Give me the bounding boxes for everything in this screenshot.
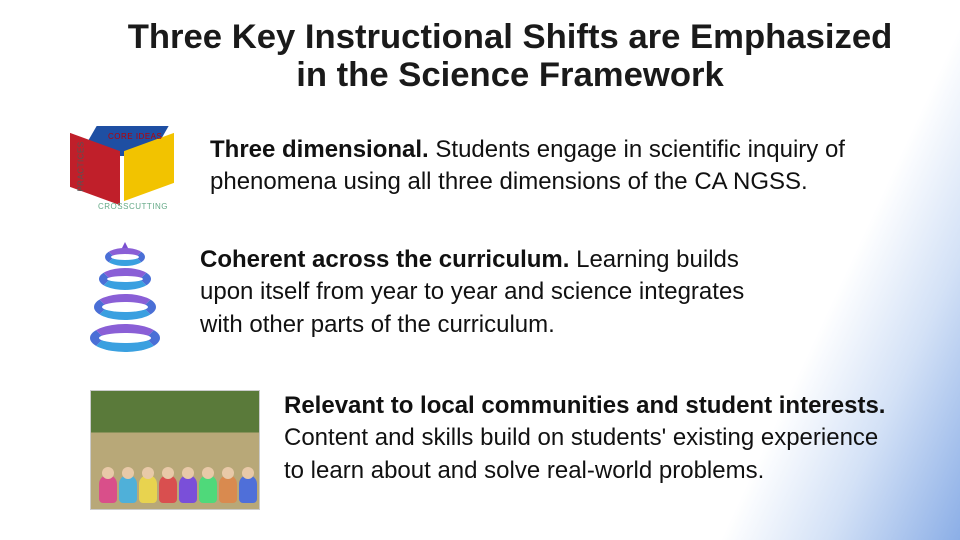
slide: { "title": { "text": "Three Key Instruct… [0, 0, 960, 540]
shift-row-3: Relevant to local communities and studen… [90, 390, 920, 510]
shift-1-heading: Three dimensional. [210, 136, 429, 163]
shift-2-heading: Coherent across the curriculum. [200, 246, 569, 273]
community-photo-icon [90, 390, 260, 510]
icon1-label-cross: CROSSCUTTING [98, 202, 168, 211]
shift-row-1: PRACTICES CORE IDEAS CROSSCUTTING Three … [60, 120, 900, 230]
shift-1-text: Three dimensional. Students engage in sc… [210, 134, 870, 199]
title-text: Three Key Instructional Shifts are Empha… [128, 18, 893, 94]
shift-3-heading: Relevant to local communities and studen… [284, 392, 885, 419]
shift-3-text: Relevant to local communities and studen… [284, 390, 894, 487]
icon1-label-practices: PRACTICES [77, 141, 86, 191]
three-dimensions-icon: PRACTICES CORE IDEAS CROSSCUTTING [60, 120, 170, 230]
shift-row-2: Coherent across the curriculum. Learning… [80, 244, 840, 364]
icon1-label-core: CORE IDEAS [108, 132, 162, 141]
shift-2-text: Coherent across the curriculum. Learning… [200, 244, 760, 341]
shift-3-body: Content and skills build on students' ex… [284, 424, 878, 483]
spiral-icon [80, 244, 170, 364]
slide-title: Three Key Instructional Shifts are Empha… [120, 18, 900, 94]
